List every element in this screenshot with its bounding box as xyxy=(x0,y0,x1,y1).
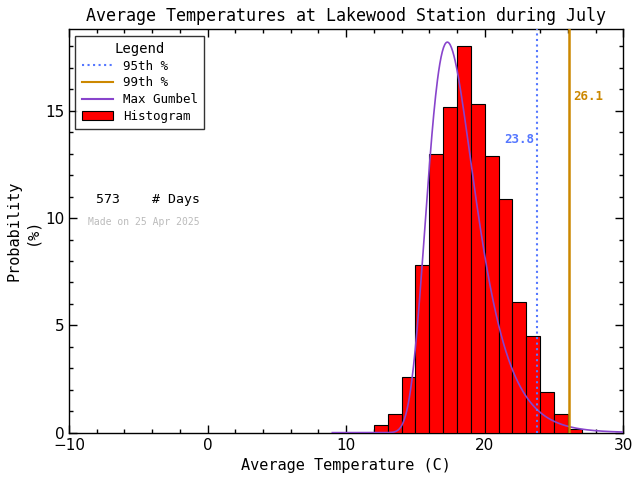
Text: 573    # Days: 573 # Days xyxy=(88,192,200,205)
Text: 26.1: 26.1 xyxy=(573,90,603,103)
Bar xyxy=(568,429,582,432)
Text: Made on 25 Apr 2025: Made on 25 Apr 2025 xyxy=(88,217,200,227)
Bar xyxy=(554,414,568,432)
Bar xyxy=(402,377,415,432)
Bar xyxy=(526,336,540,432)
Bar xyxy=(540,392,554,432)
Bar xyxy=(444,107,457,432)
Title: Average Temperatures at Lakewood Station during July: Average Temperatures at Lakewood Station… xyxy=(86,7,606,25)
Text: 23.8: 23.8 xyxy=(504,133,534,146)
Bar xyxy=(484,156,499,432)
Bar xyxy=(513,302,526,432)
Bar xyxy=(457,47,471,432)
Bar xyxy=(388,414,402,432)
Bar xyxy=(429,154,444,432)
X-axis label: Average Temperature (C): Average Temperature (C) xyxy=(241,458,451,473)
Bar xyxy=(415,265,429,432)
Y-axis label: Probability
(%): Probability (%) xyxy=(7,181,39,281)
Bar xyxy=(499,199,513,432)
Legend: 95th %, 99th %, Max Gumbel, Histogram: 95th %, 99th %, Max Gumbel, Histogram xyxy=(76,36,204,129)
Bar xyxy=(471,104,484,432)
Bar xyxy=(374,425,388,432)
